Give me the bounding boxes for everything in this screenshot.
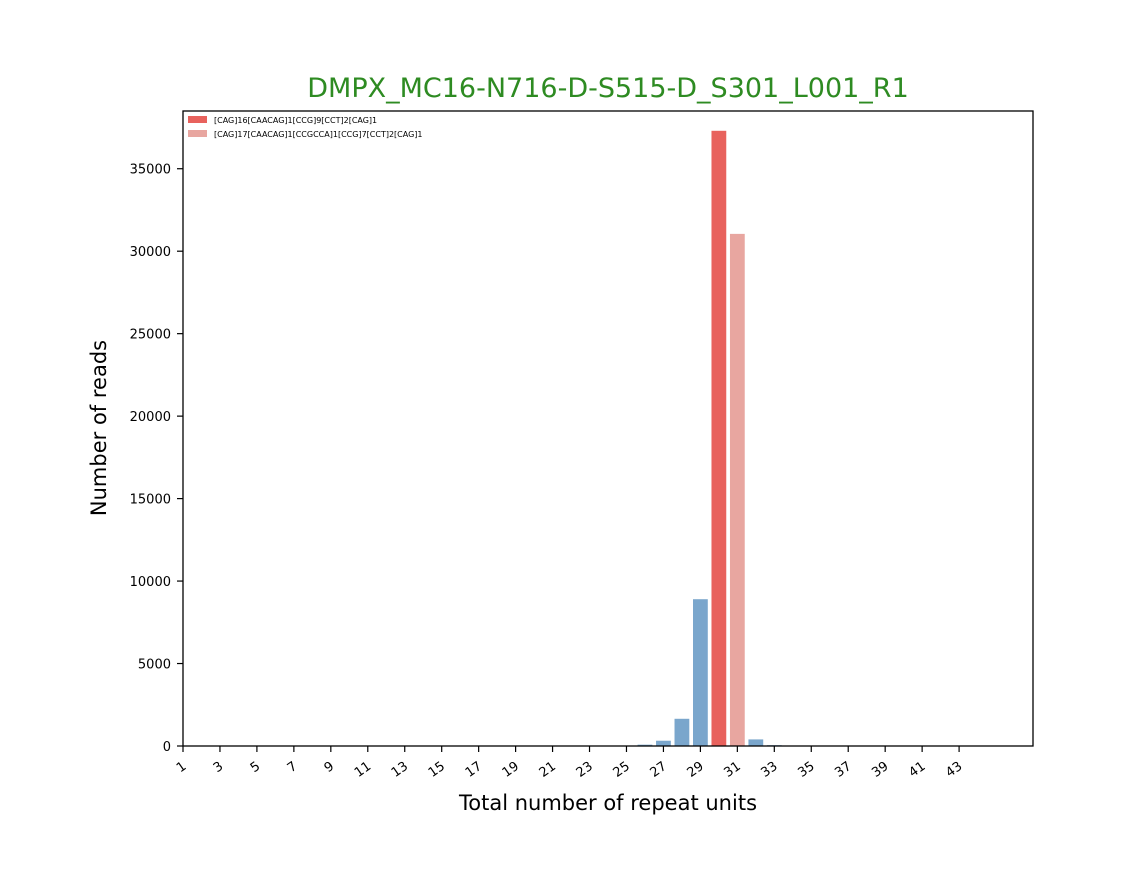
y-axis: 0 5000 10000 15000 20000 25000 30000 35000 xyxy=(130,163,183,755)
plot-frame xyxy=(182,110,1034,747)
x-tick-label-7: 7 xyxy=(285,759,300,776)
y-tick-label-10000: 10000 xyxy=(130,575,171,590)
legend-label-0: [CAG]16[CAACAG]1[CCG]9[CCT]2[CAG]1 xyxy=(214,116,377,125)
x-tick-label-15: 15 xyxy=(426,759,448,781)
legend-label-1: [CAG]17[CAACAG]1[CCGCCA]1[CCG]7[CCT]2[CA… xyxy=(214,130,423,139)
bar-32 xyxy=(748,739,764,746)
x-tick-label-9: 9 xyxy=(322,759,337,776)
x-tick-label-17: 17 xyxy=(463,759,485,781)
bar-27 xyxy=(656,740,671,746)
x-tick-label-35: 35 xyxy=(795,759,817,781)
x-tick-label-43: 43 xyxy=(943,759,965,781)
bar-30 xyxy=(711,130,727,746)
x-tick-label-3: 3 xyxy=(211,759,226,776)
bars-group xyxy=(637,130,782,747)
legend-swatch-0 xyxy=(188,116,207,123)
x-tick-label-5: 5 xyxy=(248,759,263,776)
bar-29 xyxy=(693,599,708,746)
chart-title: DMPX_MC16-N716-D-S515-D_S301_L001_R1 xyxy=(307,73,909,104)
x-tick-label-11: 11 xyxy=(352,759,374,781)
x-axis: 1 3 5 7 9 11 13 15 17 19 21 23 25 27 29 31 33 35 37 39 41 43 xyxy=(174,746,965,781)
x-tick-label-23: 23 xyxy=(574,759,596,781)
x-tick-label-27: 27 xyxy=(648,759,670,781)
x-tick-label-19: 19 xyxy=(500,759,522,781)
legend-swatch-1 xyxy=(188,130,207,137)
y-tick-label-25000: 25000 xyxy=(130,328,171,343)
y-tick-label-30000: 30000 xyxy=(130,245,171,260)
bar-28 xyxy=(674,718,690,746)
x-tick-label-21: 21 xyxy=(537,759,559,781)
y-tick-label-15000: 15000 xyxy=(130,493,171,508)
x-tick-label-39: 39 xyxy=(869,759,891,781)
x-tick-label-1: 1 xyxy=(174,759,189,776)
y-axis-label: Number of reads xyxy=(87,340,111,516)
x-tick-label-41: 41 xyxy=(906,759,928,781)
y-tick-label-35000: 35000 xyxy=(130,163,171,178)
x-tick-label-33: 33 xyxy=(758,759,780,781)
x-tick-label-25: 25 xyxy=(611,759,633,781)
x-tick-label-37: 37 xyxy=(832,759,854,781)
y-tick-label-0: 0 xyxy=(163,740,171,755)
bar-26 xyxy=(637,744,653,746)
y-tick-label-5000: 5000 xyxy=(138,658,171,673)
y-tick-label-20000: 20000 xyxy=(130,410,171,425)
x-tick-label-29: 29 xyxy=(685,759,707,781)
legend: [CAG]16[CAACAG]1[CCG]9[CCT]2[CAG]1 [CAG]1… xyxy=(188,116,423,139)
x-tick-label-31: 31 xyxy=(721,759,743,781)
bar-31 xyxy=(729,233,745,747)
x-axis-label: Total number of repeat units xyxy=(458,791,757,815)
x-tick-label-13: 13 xyxy=(389,759,411,781)
